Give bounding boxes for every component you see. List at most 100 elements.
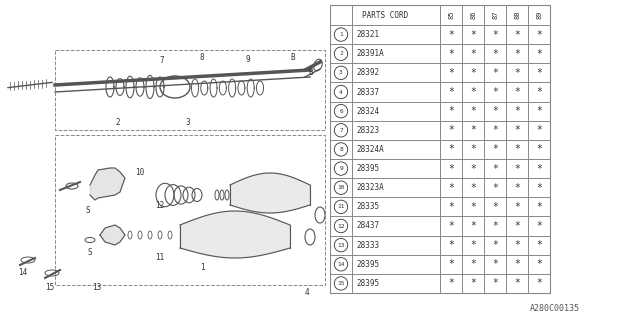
Text: *: *: [514, 221, 520, 231]
Text: *: *: [470, 125, 476, 135]
Text: 10: 10: [135, 168, 144, 177]
Text: *: *: [470, 29, 476, 40]
Text: *: *: [514, 164, 520, 173]
Text: *: *: [448, 164, 454, 173]
Text: 28324A: 28324A: [356, 145, 384, 154]
Text: *: *: [536, 106, 542, 116]
Text: *: *: [470, 202, 476, 212]
Text: *: *: [492, 240, 498, 250]
Text: 28395: 28395: [356, 260, 379, 269]
Text: 2: 2: [339, 51, 343, 56]
Text: *: *: [448, 125, 454, 135]
Text: S: S: [87, 248, 92, 257]
Text: *: *: [470, 240, 476, 250]
Text: *: *: [470, 106, 476, 116]
Text: 28392: 28392: [356, 68, 379, 77]
Text: *: *: [514, 125, 520, 135]
Text: *: *: [492, 106, 498, 116]
Text: *: *: [514, 106, 520, 116]
Text: *: *: [492, 87, 498, 97]
Text: 86: 86: [470, 11, 476, 19]
Text: *: *: [536, 183, 542, 193]
Text: 28333: 28333: [356, 241, 379, 250]
Text: 1: 1: [339, 32, 343, 37]
Text: 12: 12: [337, 223, 345, 228]
Text: 85: 85: [448, 11, 454, 19]
Text: 28321: 28321: [356, 30, 379, 39]
Text: *: *: [448, 259, 454, 269]
Text: *: *: [536, 144, 542, 155]
Text: *: *: [536, 125, 542, 135]
Text: *: *: [514, 202, 520, 212]
Text: 8: 8: [200, 53, 205, 62]
Text: 28324: 28324: [356, 107, 379, 116]
Text: *: *: [448, 29, 454, 40]
Text: *: *: [492, 278, 498, 288]
Text: *: *: [448, 183, 454, 193]
Text: 14: 14: [337, 262, 345, 267]
Text: 12: 12: [155, 201, 164, 210]
Text: *: *: [514, 183, 520, 193]
Text: *: *: [492, 125, 498, 135]
Text: *: *: [470, 164, 476, 173]
Text: 13: 13: [92, 283, 101, 292]
Text: 7: 7: [160, 56, 164, 65]
Text: A280C00135: A280C00135: [530, 304, 580, 313]
Text: 89: 89: [536, 11, 542, 19]
Text: *: *: [470, 278, 476, 288]
Text: *: *: [448, 144, 454, 155]
Text: *: *: [470, 144, 476, 155]
Text: 28335: 28335: [356, 202, 379, 211]
Text: 3: 3: [186, 118, 191, 127]
Text: *: *: [470, 68, 476, 78]
Text: *: *: [448, 221, 454, 231]
Text: 6: 6: [339, 109, 343, 114]
Bar: [330, 5, 550, 293]
Text: *: *: [536, 259, 542, 269]
Text: *: *: [514, 49, 520, 59]
Text: *: *: [470, 183, 476, 193]
Text: 9: 9: [245, 55, 250, 64]
Text: 28323: 28323: [356, 126, 379, 135]
Text: 15: 15: [45, 283, 54, 292]
Text: 28323A: 28323A: [356, 183, 384, 192]
Text: 4: 4: [305, 288, 310, 297]
Text: *: *: [514, 240, 520, 250]
Text: *: *: [514, 29, 520, 40]
Text: *: *: [448, 202, 454, 212]
Text: *: *: [492, 68, 498, 78]
Text: *: *: [536, 164, 542, 173]
Text: *: *: [492, 221, 498, 231]
Text: *: *: [492, 202, 498, 212]
Text: *: *: [514, 68, 520, 78]
Text: 8: 8: [339, 147, 343, 152]
Polygon shape: [180, 211, 290, 258]
Text: 11: 11: [337, 204, 345, 209]
Text: *: *: [448, 278, 454, 288]
Text: *: *: [492, 29, 498, 40]
Text: 88: 88: [514, 11, 520, 19]
Text: 1: 1: [200, 263, 205, 272]
Text: *: *: [536, 278, 542, 288]
Text: *: *: [470, 259, 476, 269]
Text: 15: 15: [337, 281, 345, 286]
Text: *: *: [492, 164, 498, 173]
Text: *: *: [492, 49, 498, 59]
Text: *: *: [448, 240, 454, 250]
Text: 28395: 28395: [356, 279, 379, 288]
Text: 2: 2: [115, 118, 120, 127]
Text: 10: 10: [337, 185, 345, 190]
Text: *: *: [536, 221, 542, 231]
Text: 11: 11: [155, 253, 164, 262]
Text: 3: 3: [339, 70, 343, 75]
Text: *: *: [492, 144, 498, 155]
Polygon shape: [100, 225, 125, 245]
Polygon shape: [90, 168, 125, 200]
Text: *: *: [536, 49, 542, 59]
Text: *: *: [536, 202, 542, 212]
Text: *: *: [514, 87, 520, 97]
Text: *: *: [492, 259, 498, 269]
Text: *: *: [470, 87, 476, 97]
Text: 7: 7: [339, 128, 343, 133]
Text: *: *: [448, 87, 454, 97]
